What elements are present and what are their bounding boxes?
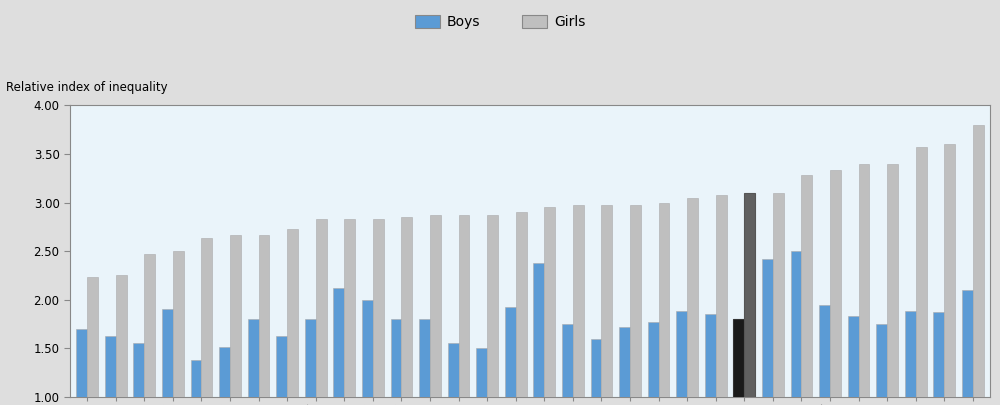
Bar: [905, 311, 916, 397]
Bar: [516, 212, 527, 397]
Bar: [162, 309, 173, 397]
Bar: [316, 219, 327, 397]
Bar: [562, 324, 573, 397]
Bar: [305, 319, 316, 397]
Bar: [648, 322, 659, 397]
Bar: [630, 205, 641, 397]
Bar: [401, 217, 412, 397]
Bar: [744, 193, 755, 397]
Bar: [973, 125, 984, 397]
Bar: [533, 263, 544, 397]
Bar: [733, 319, 744, 397]
Bar: [573, 205, 584, 397]
Bar: [819, 305, 830, 397]
Bar: [448, 343, 459, 397]
Bar: [173, 251, 184, 397]
Bar: [276, 336, 287, 397]
Bar: [505, 307, 516, 397]
Bar: [762, 259, 773, 397]
Bar: [859, 164, 869, 397]
Bar: [76, 329, 87, 397]
Bar: [144, 254, 155, 397]
Bar: [430, 215, 441, 397]
Bar: [659, 202, 669, 397]
Bar: [916, 147, 927, 397]
Bar: [773, 193, 784, 397]
Bar: [287, 229, 298, 397]
Bar: [391, 319, 401, 397]
Bar: [344, 219, 355, 397]
Bar: [476, 348, 487, 397]
Bar: [544, 207, 555, 397]
Bar: [230, 234, 241, 397]
Bar: [259, 234, 269, 397]
Bar: [716, 195, 727, 397]
Bar: [362, 300, 373, 397]
Text: Relative index of inequality: Relative index of inequality: [6, 81, 167, 94]
Bar: [791, 251, 801, 397]
Bar: [487, 215, 498, 397]
Bar: [801, 175, 812, 397]
Bar: [219, 347, 230, 397]
Bar: [933, 312, 944, 397]
Bar: [191, 360, 201, 397]
Bar: [705, 314, 716, 397]
Bar: [876, 324, 887, 397]
Bar: [830, 171, 841, 397]
Bar: [848, 316, 859, 397]
Bar: [944, 144, 955, 397]
Bar: [591, 339, 601, 397]
Bar: [459, 215, 469, 397]
Bar: [105, 336, 116, 397]
Bar: [116, 275, 127, 397]
Bar: [248, 319, 259, 397]
Bar: [619, 327, 630, 397]
Bar: [962, 290, 973, 397]
Bar: [87, 277, 98, 397]
Bar: [887, 164, 898, 397]
Bar: [419, 319, 430, 397]
Legend: Boys, Girls: Boys, Girls: [411, 11, 589, 33]
Bar: [687, 198, 698, 397]
Bar: [133, 343, 144, 397]
Bar: [373, 219, 384, 397]
Bar: [333, 288, 344, 397]
Bar: [601, 205, 612, 397]
Bar: [676, 311, 687, 397]
Bar: [201, 239, 212, 397]
